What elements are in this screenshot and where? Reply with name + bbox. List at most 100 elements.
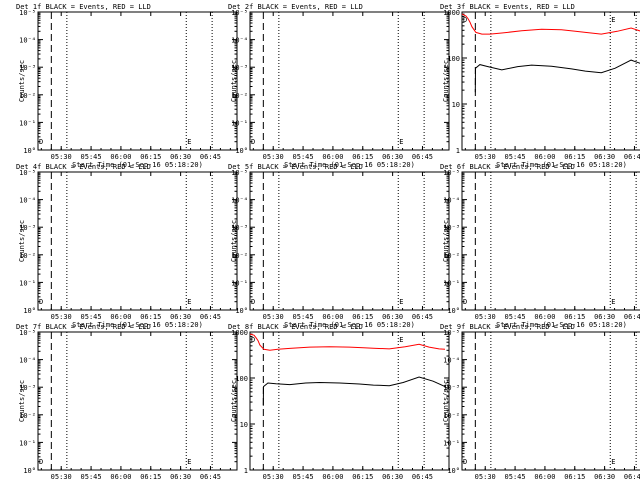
y-tick-label: 10⁻² — [19, 252, 36, 260]
y-tick-label: 10° — [23, 467, 36, 475]
y-tick-label: 10⁻⁴ — [443, 197, 460, 205]
x-tick-label: 06:15 — [564, 313, 585, 321]
y-tick-label: 10⁻¹ — [443, 279, 460, 287]
panel-title: Det 9f BLACK = Events, RED = LLD — [440, 323, 575, 331]
x-tick-label: 05:30 — [475, 473, 496, 480]
marker-e: E — [187, 458, 191, 466]
x-tick-label: 06:30 — [594, 153, 615, 161]
marker-d: D — [463, 458, 467, 466]
marker-e: E — [611, 298, 615, 306]
x-axis-label: Start Time (01-Sep-16 05:18:20) — [284, 321, 415, 329]
x-tick-label: 06:00 — [534, 313, 555, 321]
x-tick-label: 05:45 — [81, 473, 102, 480]
events-series-line — [474, 59, 640, 93]
plot-frame — [461, 331, 640, 471]
y-tick-label: 10⁻⁵ — [443, 329, 460, 337]
marker-e: E — [399, 298, 403, 306]
x-axis-label: Start Time (01-Sep-16 05:18:20) — [72, 161, 203, 169]
x-tick-label: 06:45 — [624, 473, 640, 480]
x-tick-label: 06:15 — [564, 473, 585, 480]
x-axis-label: Start Time (01-Sep-16 05:18:20) — [284, 161, 415, 169]
y-tick-label: 10⁻⁵ — [231, 169, 248, 177]
y-axis-label: Counts/sec — [230, 380, 238, 422]
y-tick-label: 10⁻² — [443, 412, 460, 420]
y-tick-label: 10⁻¹ — [443, 439, 460, 447]
y-axis-label: Counts/sec — [230, 220, 238, 262]
x-tick-label: 06:00 — [110, 473, 131, 480]
y-tick-label: 10 — [240, 421, 248, 429]
panel-det-3f: Det 3f BLACK = Events, RED = LLD 05:30 05:… — [440, 3, 640, 169]
x-tick-label: 05:45 — [505, 313, 526, 321]
x-tick-label: 05:30 — [475, 153, 496, 161]
marker-d: D — [39, 138, 43, 146]
y-tick-label: 1 — [244, 467, 248, 475]
y-tick-label: 10⁻¹ — [19, 119, 36, 127]
plot-frame — [37, 171, 238, 311]
y-tick-label: 100 — [447, 55, 460, 63]
x-tick-label: 06:00 — [110, 153, 131, 161]
y-tick-label: 10⁻² — [19, 412, 36, 420]
y-tick-label: 10° — [447, 467, 460, 475]
x-tick-label: 06:15 — [352, 153, 373, 161]
y-tick-label: 10⁻² — [231, 92, 248, 100]
x-tick-label: 05:45 — [81, 153, 102, 161]
y-axis-label: Counts/sec — [18, 220, 26, 262]
x-tick-label: 06:15 — [140, 153, 161, 161]
x-tick-label: 06:30 — [170, 313, 191, 321]
panel-det-5f: Det 5f BLACK = Events, RED = LLD 05:30 05:… — [228, 163, 450, 329]
panel-det-4f: Det 4f BLACK = Events, RED = LLD 05:30 05:… — [16, 163, 238, 329]
marker-d: D — [39, 458, 43, 466]
y-tick-label: 10° — [235, 307, 248, 315]
marker-e: E — [611, 16, 615, 24]
panel-det-1f: Det 1f BLACK = Events, RED = LLD 05:30 05:… — [16, 3, 238, 169]
x-tick-label: 05:30 — [51, 313, 72, 321]
marker-e: E — [611, 458, 615, 466]
x-tick-label: 06:45 — [412, 153, 433, 161]
y-tick-label: 10° — [235, 147, 248, 155]
y-tick-label: 10⁻³ — [443, 224, 460, 232]
x-tick-label: 05:45 — [505, 473, 526, 480]
panel-title: Det 4f BLACK = Events, RED = LLD — [16, 163, 151, 171]
marker-d: D — [39, 298, 43, 306]
y-axis-label: Counts/sec — [442, 380, 450, 422]
y-tick-label: 10⁻¹ — [19, 439, 36, 447]
y-tick-label: 10⁻³ — [443, 384, 460, 392]
x-tick-label: 05:45 — [293, 153, 314, 161]
y-tick-label: 10⁻² — [443, 252, 460, 260]
y-tick-label: 10⁻⁵ — [19, 169, 36, 177]
y-tick-label: 10 — [452, 101, 460, 109]
marker-e: E — [187, 138, 191, 146]
y-tick-label: 10⁻⁴ — [19, 37, 36, 45]
marker-d: D — [251, 138, 255, 146]
y-tick-label: 10⁻⁴ — [19, 357, 36, 365]
x-tick-label: 05:45 — [505, 153, 526, 161]
x-tick-label: 06:30 — [594, 473, 615, 480]
x-tick-label: 05:45 — [293, 313, 314, 321]
x-tick-label: 06:45 — [200, 153, 221, 161]
y-tick-label: 1000 — [443, 9, 460, 17]
x-tick-label: 06:30 — [170, 473, 191, 480]
y-tick-label: 10⁻⁴ — [443, 357, 460, 365]
y-tick-label: 10⁻⁵ — [231, 9, 248, 17]
x-tick-label: 06:15 — [140, 473, 161, 480]
y-tick-label: 10⁻¹ — [231, 279, 248, 287]
y-tick-label: 10⁻² — [231, 252, 248, 260]
panel-title: Det 3f BLACK = Events, RED = LLD — [440, 3, 575, 11]
panel-det-6f: Det 6f BLACK = Events, RED = LLD 05:30 05:… — [440, 163, 640, 329]
y-axis-label: Counts/sec — [442, 60, 450, 102]
panel-title: Det 2f BLACK = Events, RED = LLD — [228, 3, 363, 11]
x-tick-label: 06:00 — [322, 313, 343, 321]
marker-d: D — [251, 336, 255, 344]
x-axis-label: Start Time (01-Sep-16 05:18:20) — [496, 321, 627, 329]
x-tick-label: 06:15 — [564, 153, 585, 161]
x-tick-label: 06:45 — [624, 313, 640, 321]
y-tick-label: 10⁻³ — [19, 64, 36, 72]
x-tick-label: 06:30 — [594, 313, 615, 321]
y-axis-label: Counts/sec — [230, 60, 238, 102]
x-tick-label: 06:45 — [200, 473, 221, 480]
x-tick-label: 05:30 — [263, 473, 284, 480]
x-tick-label: 06:00 — [534, 473, 555, 480]
y-axis-label: Counts/sec — [442, 220, 450, 262]
x-tick-label: 06:00 — [110, 313, 131, 321]
